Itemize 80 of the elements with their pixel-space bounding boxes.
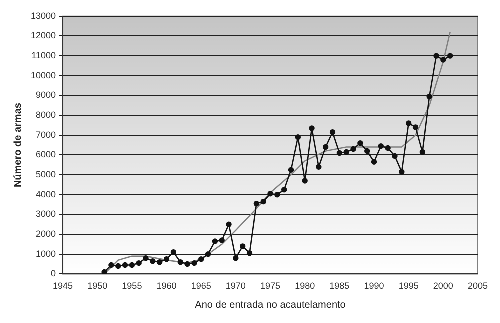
point [136, 260, 142, 266]
point [426, 94, 432, 100]
point [364, 148, 370, 154]
point [288, 167, 294, 173]
point [371, 159, 378, 166]
point [330, 130, 336, 136]
point [392, 153, 398, 160]
point [122, 262, 128, 268]
point [350, 146, 356, 152]
point [102, 269, 108, 274]
point [116, 263, 122, 270]
point [406, 120, 412, 126]
y-tick-label: 7000 [36, 130, 56, 140]
point [344, 149, 350, 156]
point [184, 261, 190, 268]
y-tick-label: 11000 [32, 50, 56, 61]
x-axis-title: Ano de entrada no acautelamento [195, 300, 346, 311]
point [178, 259, 184, 266]
point [150, 258, 156, 264]
point [358, 140, 364, 146]
x-tick-label: 1970 [226, 281, 246, 292]
point [399, 169, 405, 175]
point [240, 244, 246, 250]
point [420, 149, 426, 156]
point [309, 126, 315, 132]
point [164, 256, 170, 262]
y-tick-label: 13000 [30, 10, 56, 21]
point [316, 164, 322, 170]
point [157, 259, 163, 266]
point [302, 178, 308, 184]
point [274, 192, 280, 198]
y-tick-label: 9000 [36, 90, 56, 100]
point [198, 256, 204, 262]
x-tick-label: 1955 [122, 281, 142, 292]
point [108, 262, 114, 268]
point [212, 238, 218, 244]
y-tick-label: 6000 [36, 150, 56, 160]
point [260, 198, 266, 205]
point [170, 250, 177, 256]
y-tick-label: 1000 [36, 248, 56, 259]
y-tick-label: 0 [51, 268, 56, 279]
x-tick-label: 1995 [398, 281, 419, 292]
point [447, 53, 454, 59]
x-tick-label: 1960 [156, 281, 177, 292]
y-tick-label: 4000 [36, 189, 56, 200]
point [219, 238, 225, 244]
y-tick-label: 5000 [36, 170, 56, 180]
x-tick-label: 1950 [88, 281, 108, 292]
y-tick-label: 10000 [30, 70, 56, 80]
point [192, 260, 198, 266]
y-tick-label: 3000 [36, 209, 56, 220]
y-tick-label: 8000 [36, 110, 56, 120]
x-tick-label: 2000 [433, 281, 454, 292]
point [205, 252, 212, 258]
point [385, 145, 391, 152]
y-tick-label: 12000 [30, 30, 56, 41]
x-tick-label: 1990 [364, 281, 384, 292]
point [281, 187, 288, 193]
x-tick-label: 1975 [260, 281, 281, 292]
point [434, 53, 440, 59]
point [129, 262, 136, 268]
x-tick-label: 2005 [468, 281, 488, 292]
point [254, 200, 260, 207]
y-tick-label: 2000 [36, 229, 56, 240]
x-tick-label: 1945 [53, 281, 74, 292]
point [246, 250, 253, 256]
point [412, 124, 419, 130]
point [440, 57, 446, 63]
x-tick-label: 1965 [191, 281, 212, 292]
point [226, 222, 232, 228]
point [233, 255, 239, 262]
point [268, 191, 274, 197]
x-tick-label: 1985 [330, 281, 350, 292]
point [143, 255, 149, 262]
point [322, 144, 329, 150]
point [295, 134, 302, 140]
point [378, 143, 384, 150]
x-tick-label: 1980 [295, 281, 316, 292]
point [336, 150, 343, 156]
y-axis-title: Número de armas [12, 102, 24, 188]
